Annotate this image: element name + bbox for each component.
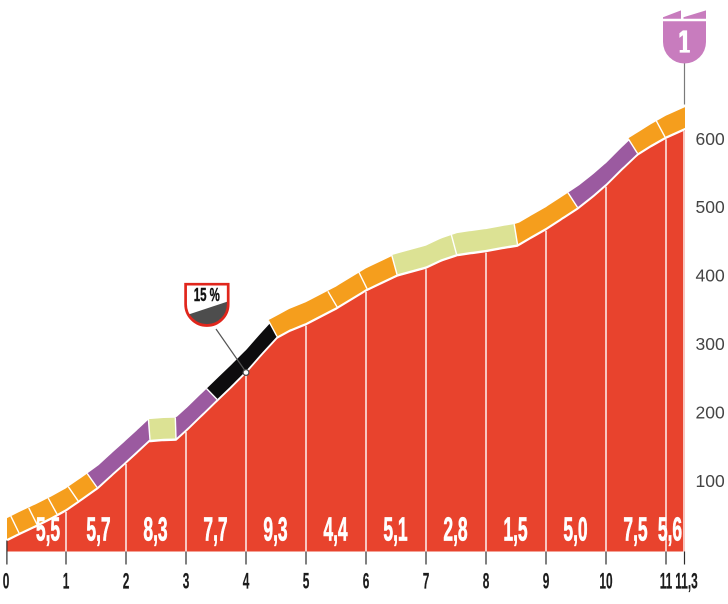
svg-text:3: 3 <box>183 569 190 594</box>
svg-text:6: 6 <box>363 569 370 594</box>
svg-text:200: 200 <box>696 403 725 423</box>
svg-text:600: 600 <box>696 129 725 149</box>
svg-text:5,7: 5,7 <box>86 511 110 548</box>
svg-text:5: 5 <box>303 569 310 594</box>
svg-text:300: 300 <box>696 334 725 354</box>
svg-text:4,4: 4,4 <box>323 511 348 548</box>
svg-text:100: 100 <box>696 471 725 491</box>
svg-text:4: 4 <box>243 569 250 594</box>
svg-text:7,7: 7,7 <box>203 511 227 548</box>
svg-text:2,8: 2,8 <box>443 511 467 548</box>
svg-text:9: 9 <box>543 569 550 594</box>
svg-text:5,0: 5,0 <box>563 511 587 548</box>
svg-text:5,1: 5,1 <box>383 511 407 548</box>
svg-text:5,6: 5,6 <box>658 511 682 548</box>
svg-text:8: 8 <box>483 569 490 594</box>
svg-text:1: 1 <box>63 569 70 594</box>
svg-text:7: 7 <box>423 569 430 594</box>
svg-text:10: 10 <box>599 569 612 594</box>
svg-text:500: 500 <box>696 197 725 217</box>
svg-text:0: 0 <box>3 569 10 594</box>
svg-text:1,5: 1,5 <box>503 511 527 548</box>
svg-text:400: 400 <box>696 266 725 286</box>
svg-text:5,5: 5,5 <box>36 511 60 548</box>
svg-text:11,3: 11,3 <box>675 569 698 594</box>
svg-text:11: 11 <box>660 569 673 594</box>
svg-text:9,3: 9,3 <box>263 511 287 548</box>
svg-text:15 %: 15 % <box>194 286 220 306</box>
svg-text:8,3: 8,3 <box>143 511 167 548</box>
svg-text:7,5: 7,5 <box>623 511 647 548</box>
svg-text:2: 2 <box>123 569 130 594</box>
